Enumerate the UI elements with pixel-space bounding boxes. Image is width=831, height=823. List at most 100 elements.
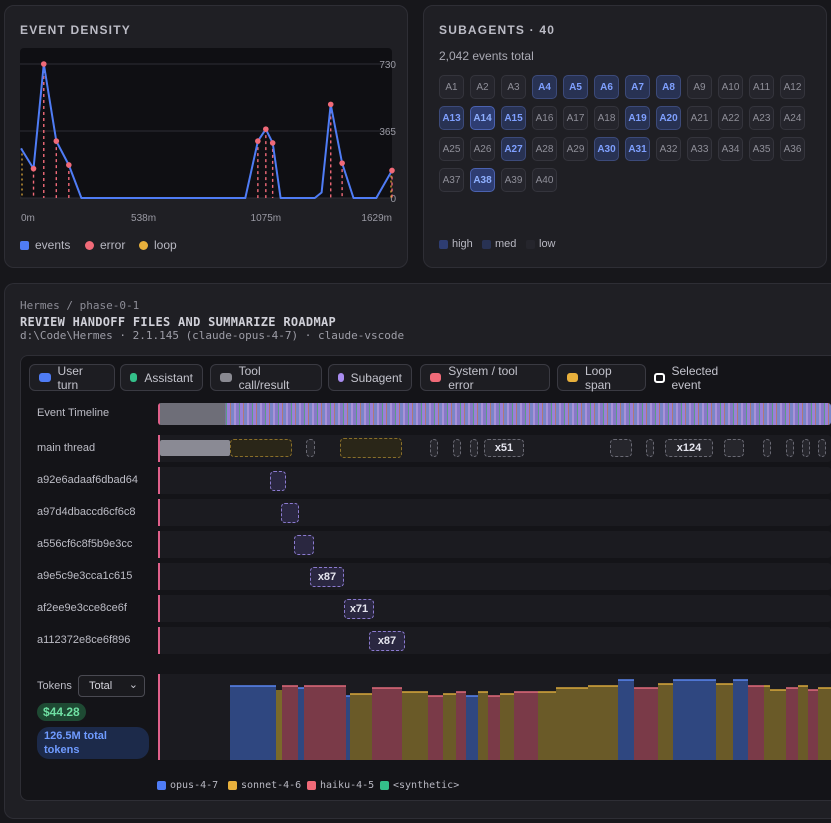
main-event[interactable] [470, 439, 478, 457]
subagent-cell-a29[interactable]: A29 [563, 137, 588, 161]
main-count-x124[interactable]: x124 [665, 439, 713, 457]
subagent-row-track[interactable] [158, 531, 831, 558]
main-event[interactable] [430, 439, 438, 457]
subagent-row-label[interactable]: a9e5c9e3cca1c615 [37, 570, 133, 582]
filter-assistant[interactable]: Assistant [120, 364, 203, 391]
subagent-row-label[interactable]: a112372e8ce6f896 [37, 634, 131, 646]
subagent-cell-a21[interactable]: A21 [687, 106, 712, 130]
subagent-cell-a35[interactable]: A35 [749, 137, 774, 161]
main-event[interactable] [646, 439, 654, 457]
subagent-cell-a37[interactable]: A37 [439, 168, 464, 192]
subagent-row-track[interactable]: x71 [158, 595, 831, 622]
main-event[interactable] [786, 439, 794, 457]
filter-loop-span[interactable]: Loop span [557, 364, 646, 392]
subagent-cell-a15[interactable]: A15 [501, 106, 526, 130]
subagent-cell-a36[interactable]: A36 [780, 137, 805, 161]
main-tool-run[interactable] [160, 440, 230, 456]
subagent-cell-a3[interactable]: A3 [501, 75, 526, 99]
subagent-cell-a30[interactable]: A30 [594, 137, 619, 161]
subagent-cell-a1[interactable]: A1 [439, 75, 464, 99]
subagent-cell-a20[interactable]: A20 [656, 106, 681, 130]
subagent-cell-a31[interactable]: A31 [625, 137, 650, 161]
subagent-cell-a23[interactable]: A23 [749, 106, 774, 130]
subagent-cell-a10[interactable]: A10 [718, 75, 743, 99]
subagent-block[interactable] [270, 471, 286, 491]
subagent-block[interactable]: x87 [310, 567, 344, 587]
subagent-cell-a34[interactable]: A34 [718, 137, 743, 161]
filter-user-turn[interactable]: User turn [29, 364, 115, 392]
subagent-cell-a13[interactable]: A13 [439, 106, 464, 130]
legend-label: haiku-4-5 [320, 780, 375, 791]
subagent-cell-a11[interactable]: A11 [749, 75, 774, 99]
subagent-cell-a24[interactable]: A24 [780, 106, 805, 130]
token-area-segment [818, 688, 831, 760]
breadcrumb[interactable]: Hermes / phase-0-1 [20, 299, 140, 312]
main-count-x51[interactable]: x51 [484, 439, 524, 457]
subagent-row-track[interactable] [158, 499, 831, 526]
legend-label: med [495, 238, 517, 250]
subagent-cell-a9[interactable]: A9 [687, 75, 712, 99]
subagent-row-track[interactable]: x87 [158, 563, 831, 590]
error-point [30, 165, 37, 172]
subagent-cell-a27[interactable]: A27 [501, 137, 526, 161]
subagent-cell-a33[interactable]: A33 [687, 137, 712, 161]
error-point [40, 61, 47, 67]
main-event[interactable] [802, 439, 810, 457]
main-event[interactable] [306, 439, 315, 457]
subagent-block[interactable]: x71 [344, 599, 374, 619]
main-event[interactable] [610, 439, 632, 457]
subagent-row-label[interactable]: af2ee9e3cce8ce6f [37, 602, 127, 614]
subagent-cell-a32[interactable]: A32 [656, 137, 681, 161]
token-area-segment [298, 688, 304, 760]
token-area-segment [588, 686, 618, 760]
subagent-cell-a22[interactable]: A22 [718, 106, 743, 130]
event-timeline-strip[interactable] [158, 403, 831, 425]
subagent-cell-a12[interactable]: A12 [780, 75, 805, 99]
subagent-row-label[interactable]: a556cf6c8f5b9e3cc [37, 538, 133, 550]
subagent-cell-a38[interactable]: A38 [470, 168, 495, 192]
legend-label: events [35, 238, 71, 252]
subagent-row-track[interactable] [158, 467, 831, 494]
subagent-block[interactable]: x87 [369, 631, 405, 651]
subagent-cell-a28[interactable]: A28 [532, 137, 557, 161]
subagent-cell-a2[interactable]: A2 [470, 75, 495, 99]
main-event[interactable] [763, 439, 771, 457]
event-density-chart[interactable]: 730 365 0 0m 538m 1075m 1629m [20, 48, 400, 223]
main-event[interactable] [724, 439, 744, 457]
subagent-cell-a19[interactable]: A19 [625, 106, 650, 130]
subagent-cell-a40[interactable]: A40 [532, 168, 557, 192]
main-event[interactable] [453, 439, 461, 457]
main-thread-track[interactable]: x51 x124 [158, 435, 831, 462]
subagent-cell-a18[interactable]: A18 [594, 106, 619, 130]
assistant-swatch [130, 373, 138, 382]
subagent-row-track[interactable]: x87 [158, 627, 831, 654]
main-event[interactable] [818, 439, 826, 457]
subagent-cell-a14[interactable]: A14 [470, 106, 495, 130]
subagent-cell-a5[interactable]: A5 [563, 75, 588, 99]
subagents-total: 2,042 events total [439, 49, 534, 63]
subagent-row-label[interactable]: a97d4dbaccd6cf6c8 [37, 506, 136, 518]
tokens-select[interactable]: Total ⌄ [78, 675, 145, 697]
main-loop-span[interactable] [230, 439, 292, 457]
token-usage-chart[interactable] [158, 674, 831, 760]
subagent-block[interactable] [294, 535, 314, 555]
chip-label: Tool call/result [238, 363, 290, 392]
filter-selected-event[interactable]: Selected event [645, 364, 745, 392]
subagent-cell-a7[interactable]: A7 [625, 75, 650, 99]
subagent-cell-a4[interactable]: A4 [532, 75, 557, 99]
token-area-segment [770, 690, 786, 760]
subagent-cell-a8[interactable]: A8 [656, 75, 681, 99]
subagent-cell-a26[interactable]: A26 [470, 137, 495, 161]
subagent-cell-a25[interactable]: A25 [439, 137, 464, 161]
filter-tool-call[interactable]: Tool call/result [210, 363, 322, 392]
main-loop-span[interactable] [340, 438, 402, 458]
subagent-cell-a39[interactable]: A39 [501, 168, 526, 192]
filter-system-error[interactable]: System / tool error [420, 364, 550, 392]
subagent-cell-a6[interactable]: A6 [594, 75, 619, 99]
x-tick-label: 1629m [361, 213, 392, 223]
subagent-cell-a16[interactable]: A16 [532, 106, 557, 130]
subagent-row-label[interactable]: a92e6adaaf6dbad64 [37, 474, 138, 486]
subagent-cell-a17[interactable]: A17 [563, 106, 588, 130]
subagent-block[interactable] [281, 503, 299, 523]
filter-subagent[interactable]: Subagent [328, 364, 412, 391]
